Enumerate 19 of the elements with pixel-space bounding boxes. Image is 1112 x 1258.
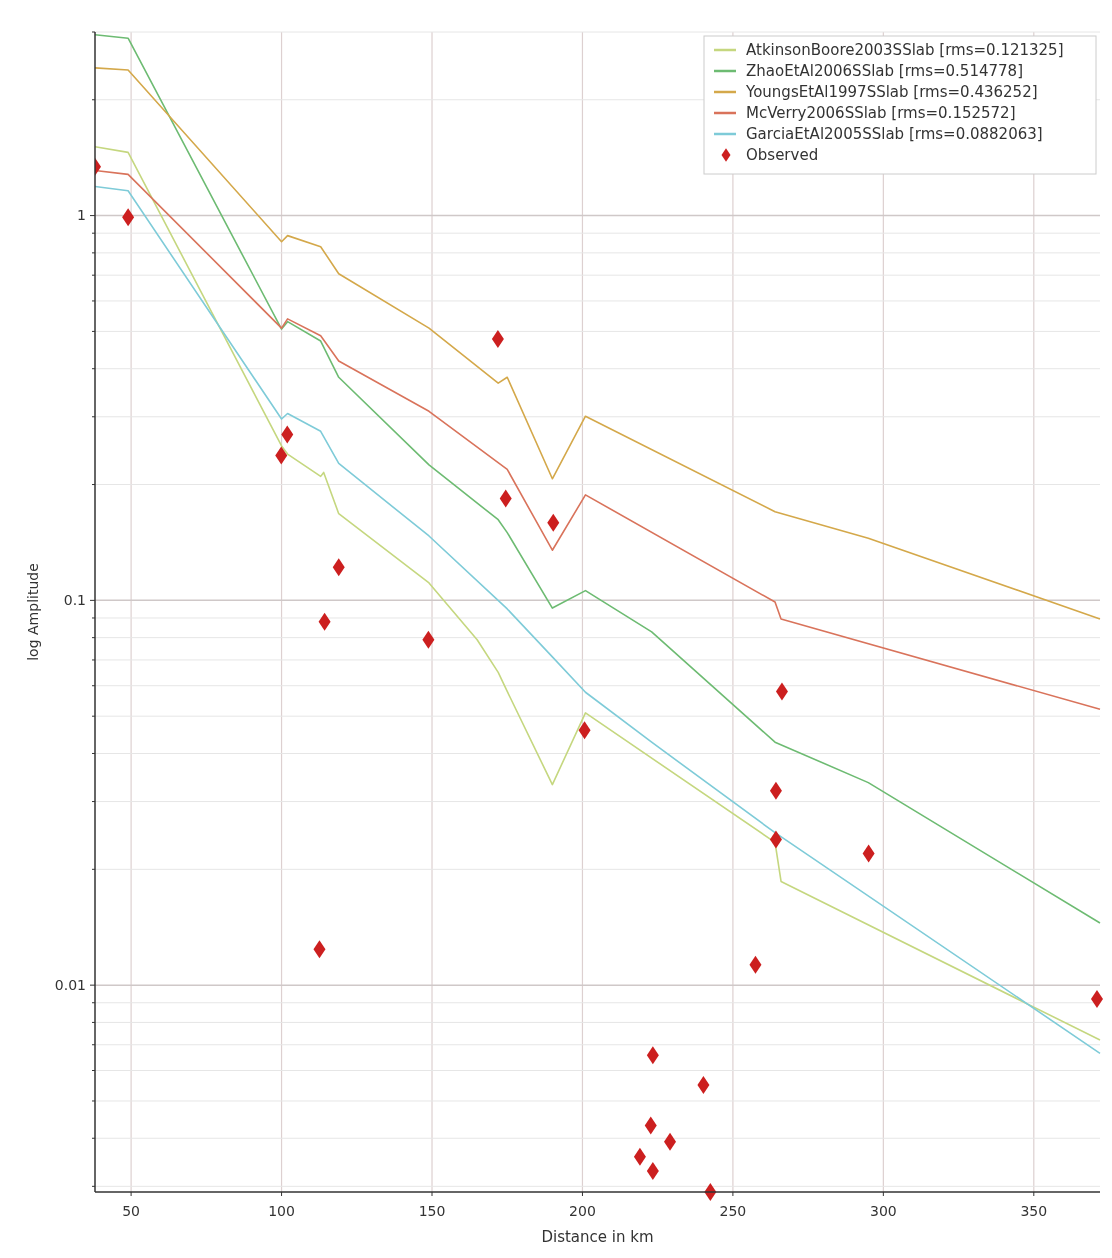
legend-label: GarciaEtAl2005SSlab [rms=0.0882063] (746, 125, 1043, 144)
line-series (95, 34, 1101, 924)
x-tick-label: 100 (268, 1203, 295, 1219)
legend-label: AtkinsonBoore2003SSlab [rms=0.121325] (746, 41, 1064, 60)
x-tick-label: 150 (418, 1203, 446, 1219)
legend-label: ZhaoEtAl2006SSlab [rms=0.514778] (746, 62, 1023, 81)
x-tick-label: 300 (869, 1203, 897, 1219)
y-tick-label: 1 (77, 207, 86, 224)
legend-label: YoungsEtAl1997SSlab [rms=0.436252] (745, 83, 1038, 102)
x-tick-label: 50 (122, 1203, 141, 1219)
x-tick-label: 350 (1020, 1203, 1048, 1219)
y-axis-title: log Amplitude (25, 563, 41, 661)
y-tick-label: 0.01 (54, 977, 86, 994)
x-tick-label: 250 (719, 1203, 747, 1219)
x-tick-label: 200 (569, 1203, 596, 1219)
legend-label: McVerry2006SSlab [rms=0.152572] (746, 104, 1016, 123)
y-tick-label: 0.1 (63, 592, 86, 609)
x-axis-title: Distance in km (541, 1228, 654, 1246)
legend-label: Observed (746, 146, 819, 165)
